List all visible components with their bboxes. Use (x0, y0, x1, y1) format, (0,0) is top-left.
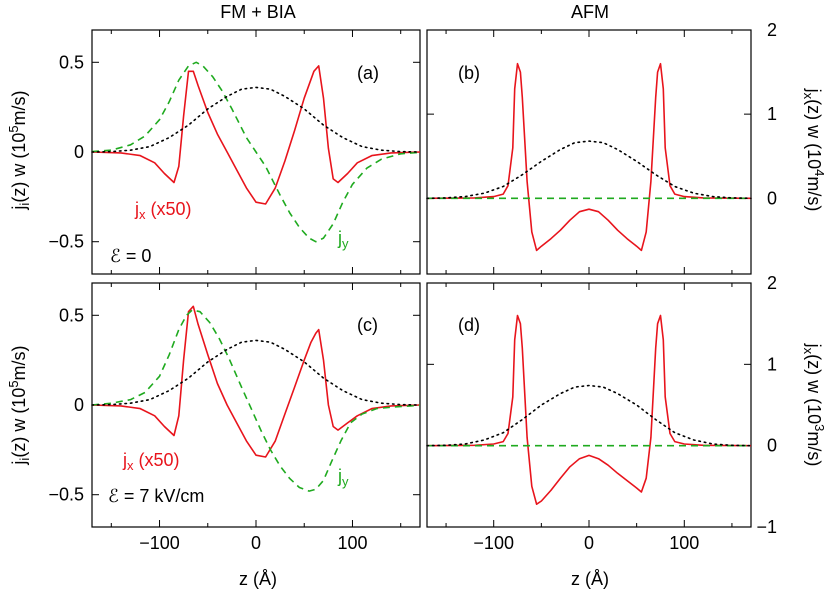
series-density-d (426, 384, 752, 447)
series-jy-c (91, 309, 421, 492)
column-title-right: AFM (571, 2, 609, 22)
y-tick-label: −1 (756, 517, 777, 537)
annotations-c: jx (x50) jy ℰ = 7 kV/cm (108, 450, 349, 506)
field-label-c: ℰ = 7 kV/cm (108, 486, 204, 506)
y-axis-label-right-bottom: jx(z) w (103m/s) (801, 343, 827, 467)
y-tick-label: 0 (74, 395, 84, 415)
series-jx-a (91, 65, 421, 205)
x-tick-label: 0 (584, 533, 594, 553)
series-density-b (426, 140, 752, 200)
y-axis-label-left-bottom: ji(z) w (105m/s) (6, 345, 32, 465)
panel-b: 0 1 2 (b) (426, 20, 777, 274)
series-jx-c (91, 305, 421, 458)
panel-a: −0.5 0 0.5 (a) (48, 30, 421, 274)
y-tick-label: −0.5 (48, 485, 84, 505)
x-tick-label: 100 (337, 533, 367, 553)
panel-label-c: (c) (357, 315, 378, 335)
column-title-left: FM + BIA (220, 2, 296, 22)
annotations-a: jx (x50) jy ℰ = 0 (110, 199, 349, 266)
y-tick-label: 2 (767, 273, 777, 293)
field-label-a: ℰ = 0 (110, 246, 151, 266)
series-jy-a (91, 61, 421, 243)
jy-label-a: jy (337, 228, 349, 251)
y-tick-label: 1 (767, 104, 777, 124)
y-tick-label: 0.5 (59, 305, 84, 325)
panel-c: −100 0 100 −0.5 0 0.5 (c) (48, 283, 421, 553)
y-axis-label-left-top: ji(z) w (105m/s) (6, 90, 32, 210)
y-tick-label: 0.5 (59, 52, 84, 72)
jx-label-a: jx (x50) (134, 199, 192, 222)
series-jx-b (426, 62, 752, 252)
panel-label-a: (a) (357, 63, 379, 83)
series-jx-d (426, 314, 752, 505)
x-tick-label: 100 (669, 533, 699, 553)
jx-label-c: jx (x50) (122, 450, 180, 473)
x-tick-label: −100 (139, 533, 180, 553)
x-tick-label: −100 (473, 533, 514, 553)
panel-label-d: (d) (458, 315, 480, 335)
x-axis-label-left: z (Å) (239, 569, 277, 589)
x-axis-label-right: z (Å) (571, 569, 609, 589)
series-density-c (91, 339, 421, 406)
panel-label-b: (b) (458, 63, 480, 83)
x-tick-label: 0 (251, 533, 261, 553)
y-tick-label: 2 (767, 20, 777, 40)
y-axis-label-right-top: jx(z) w (104m/s) (801, 88, 827, 212)
y-tick-label: −0.5 (48, 232, 84, 252)
y-tick-label: 1 (767, 354, 777, 374)
jy-label-c: jy (337, 466, 349, 489)
y-tick-label: 0 (767, 188, 777, 208)
y-tick-label: 0 (74, 142, 84, 162)
panel-d: −100 0 100 −1 0 1 2 (d) (426, 273, 777, 553)
y-tick-label: 0 (767, 436, 777, 456)
series-density-a (91, 86, 421, 153)
